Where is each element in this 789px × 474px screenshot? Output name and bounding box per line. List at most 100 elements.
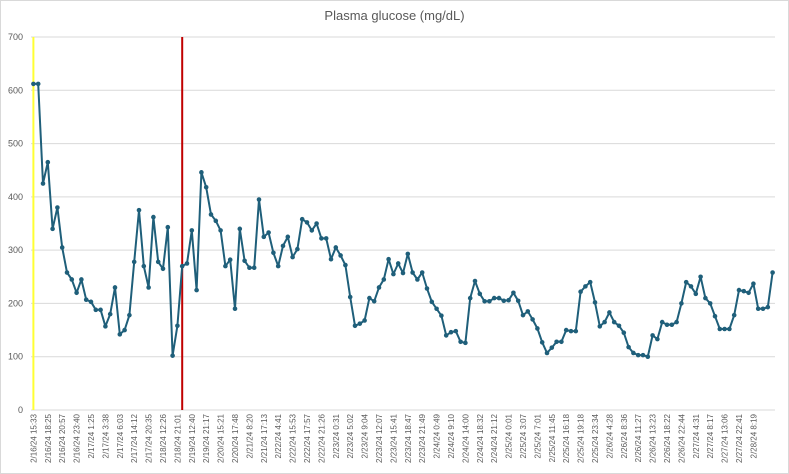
y-tick-label: 0	[18, 405, 23, 415]
data-point	[98, 307, 103, 313]
data-point	[688, 284, 694, 289]
x-tick-label: 2/23/24 15:41	[389, 413, 398, 462]
data-point	[131, 259, 137, 265]
data-point	[482, 298, 487, 304]
data-point	[275, 263, 281, 269]
x-tick-label: 2/24/24 14:00	[461, 413, 470, 462]
x-tick-label: 2/23/24 5:02	[346, 413, 355, 458]
data-point	[458, 339, 463, 345]
x-tick-label: 2/24/24 18:32	[476, 413, 485, 462]
data-point	[122, 327, 127, 333]
data-point	[631, 350, 636, 356]
x-tick-label: 2/26/24 22:44	[677, 413, 686, 462]
data-point	[592, 300, 598, 305]
series-line	[33, 82, 774, 358]
data-point	[83, 297, 89, 302]
x-tick-label: 2/27/24 22:41	[735, 413, 744, 462]
data-point	[391, 271, 396, 277]
data-point	[650, 333, 655, 338]
data-point	[117, 332, 123, 337]
x-tick-label: 2/25/24 3:07	[519, 413, 528, 458]
data-point	[760, 306, 766, 312]
data-point	[549, 345, 555, 350]
data-point	[247, 265, 252, 271]
x-tick-label: 2/26/24 8:36	[620, 413, 629, 458]
data-point	[55, 205, 60, 210]
x-tick-label: 2/16/24 18:25	[44, 413, 53, 462]
data-point	[501, 298, 507, 304]
x-tick-label: 2/17/24 1:25	[87, 413, 96, 458]
data-point	[69, 277, 75, 282]
y-tick-label: 200	[8, 298, 23, 308]
y-tick-label: 700	[8, 32, 23, 42]
x-tick-label: 2/22/24 4:41	[274, 413, 283, 458]
data-point	[338, 253, 343, 258]
data-point	[304, 220, 310, 225]
data-point	[755, 306, 761, 312]
data-point	[544, 350, 550, 356]
data-point	[165, 224, 171, 230]
data-point	[727, 326, 732, 332]
x-tick-label: 2/25/24 7:01	[533, 413, 542, 458]
data-point	[79, 277, 84, 282]
x-tick-label: 2/23/24 21:49	[418, 413, 427, 462]
data-point	[664, 322, 670, 328]
x-tick-label: 2/26/24 11:27	[634, 413, 643, 462]
data-point	[616, 323, 622, 329]
data-point	[487, 298, 492, 304]
data-point	[640, 352, 646, 358]
x-tick-label: 2/23/24 0:31	[332, 413, 341, 458]
data-point	[357, 321, 363, 326]
data-point	[232, 306, 238, 312]
data-point	[223, 263, 228, 269]
x-tick-label: 2/23/24 9:04	[361, 413, 370, 458]
data-point	[765, 304, 771, 310]
data-point	[199, 170, 204, 175]
data-point	[741, 288, 747, 294]
x-tick-label: 2/19/24 12:40	[188, 413, 197, 462]
x-tick-label: 2/21/24 17:13	[260, 413, 269, 462]
data-point	[736, 287, 742, 293]
data-point	[707, 301, 713, 306]
data-point	[256, 197, 262, 202]
data-point	[578, 289, 583, 295]
data-point	[88, 299, 94, 305]
data-point	[568, 328, 574, 334]
data-point	[693, 291, 699, 297]
data-point	[189, 228, 195, 233]
data-point	[439, 313, 444, 318]
data-point	[314, 221, 319, 226]
data-point	[50, 226, 55, 232]
data-point	[261, 234, 267, 240]
data-point	[472, 278, 478, 284]
data-point	[453, 328, 459, 334]
x-tick-label: 2/22/24 15:53	[289, 413, 298, 462]
data-point	[626, 344, 631, 350]
data-point	[170, 353, 175, 358]
data-point	[184, 261, 190, 266]
data-point	[295, 246, 300, 252]
data-point	[419, 270, 425, 275]
data-point	[309, 228, 315, 233]
data-point	[559, 339, 564, 345]
data-point	[136, 207, 142, 213]
data-point	[621, 330, 627, 336]
data-point	[415, 277, 420, 282]
data-point	[583, 284, 588, 289]
data-point	[347, 294, 353, 300]
x-tick-label: 2/25/24 11:45	[548, 413, 557, 462]
x-tick-label: 2/26/24 18:22	[663, 413, 672, 462]
data-point	[746, 290, 751, 296]
y-tick-label: 300	[8, 245, 23, 255]
x-tick-label: 2/17/24 20:35	[145, 413, 154, 462]
data-point	[511, 290, 516, 296]
data-point	[698, 274, 703, 280]
data-point	[477, 291, 483, 297]
data-point	[655, 336, 660, 342]
data-point	[443, 333, 449, 338]
x-tick-label: 2/26/24 4:28	[605, 413, 614, 458]
data-point	[179, 263, 185, 269]
data-point	[367, 295, 372, 301]
data-point	[155, 259, 161, 265]
data-point	[242, 258, 247, 264]
